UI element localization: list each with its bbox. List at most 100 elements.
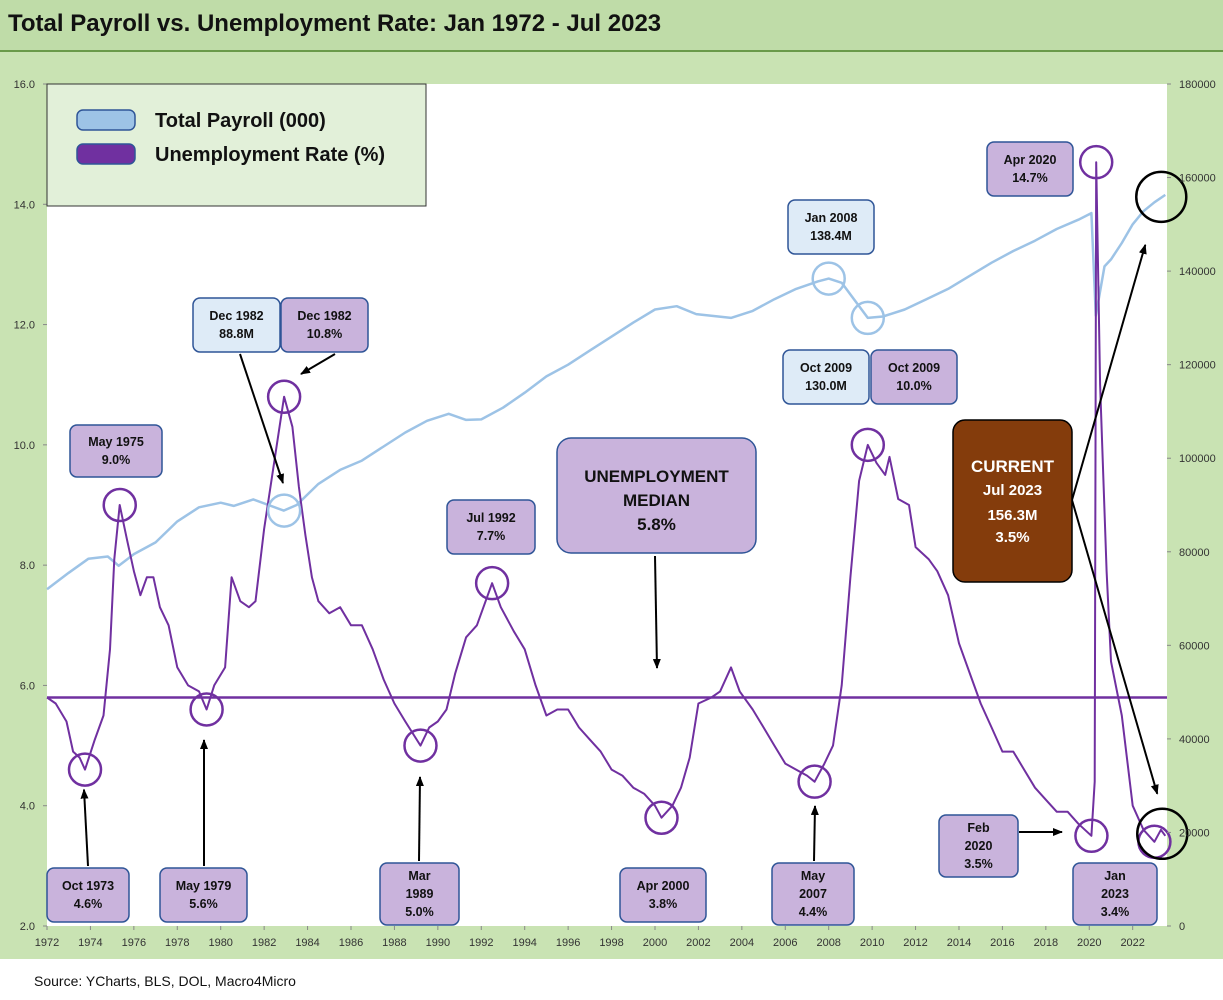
callout-box-mar1989 xyxy=(379,862,460,926)
callout-box-dec1982p xyxy=(192,297,281,353)
x-axis-tick-label: 1992 xyxy=(469,937,493,949)
x-axis-tick-label: 2010 xyxy=(860,937,884,949)
callout-text-oct1973: Oct 1973 xyxy=(62,879,114,893)
marker-mar1989 xyxy=(403,728,438,763)
x-axis-tick-label: 2022 xyxy=(1120,937,1144,949)
callout-text-oct2009p: Oct 2009 xyxy=(800,361,852,375)
left-axis-tick-label: 2.0 xyxy=(20,921,35,933)
callout-box-feb2020 xyxy=(938,814,1019,878)
right-axis-tick-label: 0 xyxy=(1179,921,1185,933)
callout-box-apr2000 xyxy=(619,867,707,923)
x-axis-tick-label: 1988 xyxy=(382,937,406,949)
callout-text-may1975: May 1975 xyxy=(88,435,144,449)
callout-text-jul1992: 7.7% xyxy=(477,529,506,543)
right-axis-tick-label: 100000 xyxy=(1179,453,1216,465)
current-callout-box xyxy=(952,419,1073,583)
callout-text-oct2009u: 10.0% xyxy=(896,379,931,393)
chart-title: Total Payroll vs. Unemployment Rate: Jan… xyxy=(8,10,662,37)
median-callout-text: UNEMPLOYMENT xyxy=(584,467,729,486)
callout-text-mar1989: 5.0% xyxy=(405,905,434,919)
callout-text-oct2009p: 130.0M xyxy=(805,379,847,393)
x-axis-tick-label: 1972 xyxy=(35,937,59,949)
callout-box-may1979 xyxy=(159,867,248,923)
x-axis-tick-label: 2002 xyxy=(686,937,710,949)
callout-text-may1979: May 1979 xyxy=(176,879,232,893)
x-axis-tick-label: 1980 xyxy=(208,937,232,949)
callout-text-feb2020: 2020 xyxy=(965,839,993,853)
left-axis-tick-label: 14.0 xyxy=(14,199,35,211)
callout-text-feb2020: 3.5% xyxy=(964,857,993,871)
right-axis-tick-label: 160000 xyxy=(1179,173,1216,185)
x-axis-tick-label: 1984 xyxy=(295,937,319,949)
callout-text-oct1973: 4.6% xyxy=(74,897,103,911)
legend-label: Unemployment Rate (%) xyxy=(155,144,385,166)
x-axis-tick-label: 2018 xyxy=(1034,937,1058,949)
x-axis-tick-label: 2008 xyxy=(816,937,840,949)
marker-oct2009p xyxy=(850,300,886,336)
callout-text-jul1992: Jul 1992 xyxy=(466,511,515,525)
x-axis-tick-label: 1994 xyxy=(512,937,536,949)
callout-text-apr2000: 3.8% xyxy=(649,897,678,911)
annotation-arrow xyxy=(415,776,424,862)
left-axis-tick-label: 8.0 xyxy=(20,560,35,572)
callout-box-oct2009p xyxy=(782,349,870,405)
callout-text-may2007: May xyxy=(801,869,825,883)
left-axis-tick-label: 16.0 xyxy=(14,79,35,91)
callout-text-mar1989: 1989 xyxy=(406,887,434,901)
median-callout-text: 5.8% xyxy=(637,515,676,534)
annotation-arrow xyxy=(80,788,89,867)
callout-text-apr2020: 14.7% xyxy=(1012,171,1047,185)
right-axis-tick-label: 120000 xyxy=(1179,360,1216,372)
current-callout-text: CURRENT xyxy=(971,457,1055,476)
x-axis-tick-label: 2000 xyxy=(643,937,667,949)
callout-box-jan2023 xyxy=(1072,862,1158,926)
callout-box-oct1973 xyxy=(46,867,130,923)
x-axis-tick-label: 2014 xyxy=(947,937,971,949)
callout-box-apr2020 xyxy=(986,141,1074,197)
callout-text-may1979: 5.6% xyxy=(189,897,218,911)
x-axis-tick-label: 1982 xyxy=(252,937,276,949)
callout-box-oct2009u xyxy=(870,349,958,405)
callout-text-dec1982p: Dec 1982 xyxy=(209,309,263,323)
right-axis-tick-label: 40000 xyxy=(1179,734,1210,746)
callout-box-jan2008 xyxy=(787,199,875,255)
callout-box-dec1982u xyxy=(280,297,369,353)
source-note: Source: YCharts, BLS, DOL, Macro4Micro xyxy=(34,973,296,989)
left-axis-tick-label: 4.0 xyxy=(20,801,35,813)
payroll-series-line xyxy=(46,193,1167,591)
current-callout-text: 3.5% xyxy=(995,529,1029,546)
x-axis-tick-label: 2004 xyxy=(730,937,754,949)
x-axis-tick-label: 1998 xyxy=(599,937,623,949)
current-rate-marker xyxy=(1136,807,1189,861)
right-axis-tick-label: 140000 xyxy=(1179,266,1216,278)
callout-text-apr2000: Apr 2000 xyxy=(637,879,690,893)
footer-strip xyxy=(0,959,1223,967)
marker-apr2020 xyxy=(1078,144,1114,180)
right-axis-tick-label: 180000 xyxy=(1179,79,1216,91)
right-axis-tick-label: 20000 xyxy=(1179,827,1210,839)
x-axis-tick-label: 2012 xyxy=(903,937,927,949)
x-axis-tick-label: 2020 xyxy=(1077,937,1101,949)
annotation-arrow xyxy=(239,353,284,484)
left-axis-tick-label: 6.0 xyxy=(20,680,35,692)
callout-text-apr2020: Apr 2020 xyxy=(1004,153,1057,167)
current-callout-text: Jul 2023 xyxy=(983,482,1042,499)
marker-oct1973 xyxy=(67,752,103,787)
annotation-arrow xyxy=(810,805,819,862)
callout-text-mar1989: Mar xyxy=(408,869,430,883)
annotation-arrow xyxy=(652,555,661,669)
marker-feb2020 xyxy=(1074,818,1109,854)
marker-apr2000 xyxy=(644,800,679,835)
x-axis-tick-label: 1990 xyxy=(426,937,450,949)
legend-swatch xyxy=(76,109,136,131)
median-callout-text: MEDIAN xyxy=(623,491,690,510)
x-axis-tick-label: 2006 xyxy=(773,937,797,949)
callout-text-jan2008: 138.4M xyxy=(810,229,852,243)
annotation-arrow xyxy=(300,353,336,375)
callout-text-may2007: 4.4% xyxy=(799,905,828,919)
callout-text-dec1982u: 10.8% xyxy=(307,327,342,341)
callout-text-may1975: 9.0% xyxy=(102,453,131,467)
current-payroll-marker xyxy=(1135,170,1188,224)
callout-text-oct2009u: Oct 2009 xyxy=(888,361,940,375)
